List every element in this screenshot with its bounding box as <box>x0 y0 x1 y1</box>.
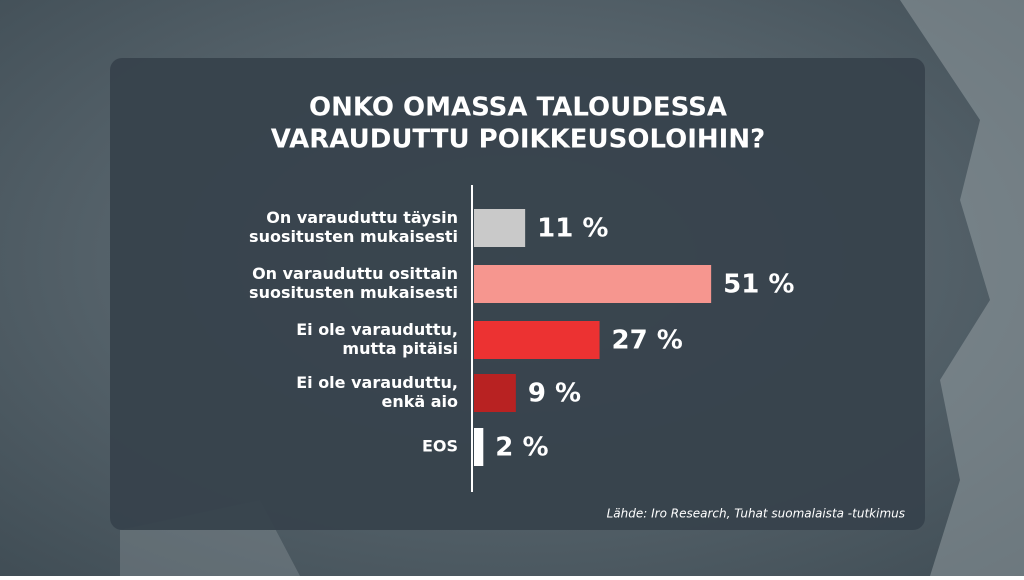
category-label: On varauduttu täysin <box>266 208 458 227</box>
map-shape <box>900 0 1024 576</box>
value-label: 51 % <box>723 270 794 300</box>
chart-title: ONKO OMASSA TALOUDESSA <box>309 93 727 123</box>
bar <box>474 428 484 466</box>
bar <box>474 374 516 412</box>
bar <box>474 209 526 247</box>
value-label: 27 % <box>612 326 683 356</box>
category-label: suositusten mukaisesti <box>249 227 458 246</box>
bar <box>474 265 712 303</box>
category-label: suositusten mukaisesti <box>249 283 458 302</box>
source: Lähde: Iro Research, Tuhat suomalaista -… <box>607 507 905 521</box>
category-label: EOS <box>422 437 458 456</box>
value-label: 11 % <box>537 214 608 244</box>
category-label: mutta pitäisi <box>342 339 458 358</box>
value-label: 9 % <box>528 379 581 409</box>
category-label: Ei ole varauduttu, <box>296 373 458 392</box>
bar <box>474 321 600 359</box>
category-label: On varauduttu osittain <box>252 264 458 283</box>
category-label: Ei ole varauduttu, <box>296 320 458 339</box>
category-label: enkä aio <box>381 392 458 411</box>
value-label: 2 % <box>495 433 548 463</box>
chart-title: VARAUDUTTU POIKKEUSOLOIHIN? <box>271 125 765 155</box>
